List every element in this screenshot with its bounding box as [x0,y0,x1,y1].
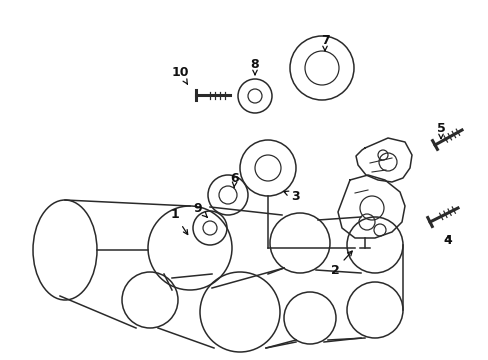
Text: 3: 3 [284,189,299,202]
Text: 6: 6 [230,171,239,187]
Text: 7: 7 [320,33,329,51]
Text: 1: 1 [170,208,187,234]
Text: 4: 4 [443,234,451,247]
Text: 10: 10 [171,66,188,84]
Text: 8: 8 [250,58,259,75]
Text: 9: 9 [193,202,207,217]
Text: 5: 5 [436,122,445,139]
Text: 2: 2 [330,251,351,276]
